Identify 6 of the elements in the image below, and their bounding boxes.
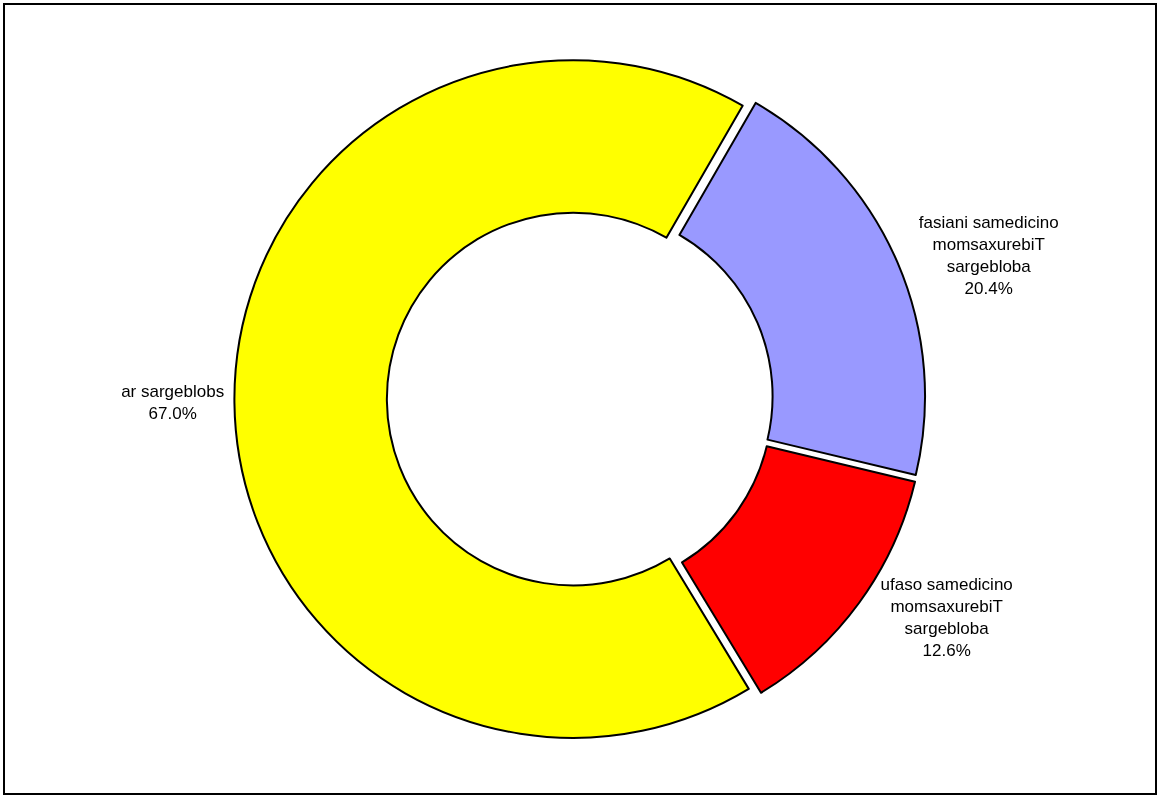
data-label: 20.4% <box>964 279 1013 299</box>
data-label: 67.0% <box>148 404 197 424</box>
slice-label: fasiani samedicino momsaxurebiT sargebloba <box>918 213 1059 277</box>
slice-label: ar sargeblobs <box>121 382 225 402</box>
data-label: 12.6% <box>922 641 971 661</box>
slice-label: ufaso samedicino momsaxurebiT sargebloba <box>880 574 1013 639</box>
